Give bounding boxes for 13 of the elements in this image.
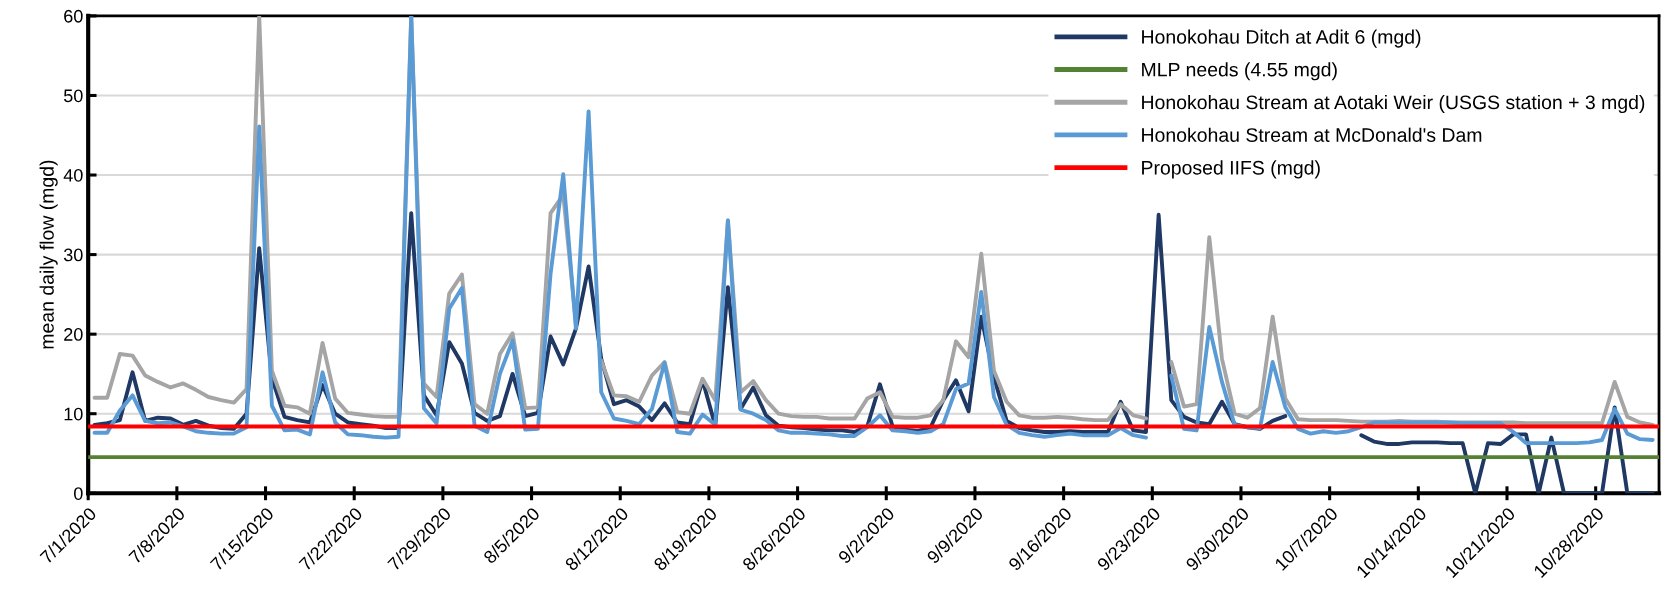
y-tick-label: 50: [63, 89, 83, 103]
y-tick-label: 10: [64, 407, 83, 421]
legend-label: MLP needs (4.55 mgd): [1142, 62, 1337, 81]
legend-label: Honokohau Stream at Aotaki Weir (USGS station + 3 mgd): [1142, 94, 1645, 114]
legend-label: Honokohau Ditch at Adit 6 (mgd): [1142, 29, 1421, 48]
y-tick-label: 20: [64, 328, 83, 341]
legend-label: Honokohau Stream at McDonald's Dam: [1142, 127, 1482, 142]
y-tick-label: 0: [74, 487, 83, 500]
y-tick-label: 60: [64, 9, 83, 23]
y-tick-label: 30: [63, 248, 83, 262]
y-tick-label: 40: [63, 168, 83, 182]
y-axis-title: mean daily flow (mgd): [39, 160, 58, 349]
legend-label: Proposed IIFS (mgd): [1142, 160, 1320, 179]
